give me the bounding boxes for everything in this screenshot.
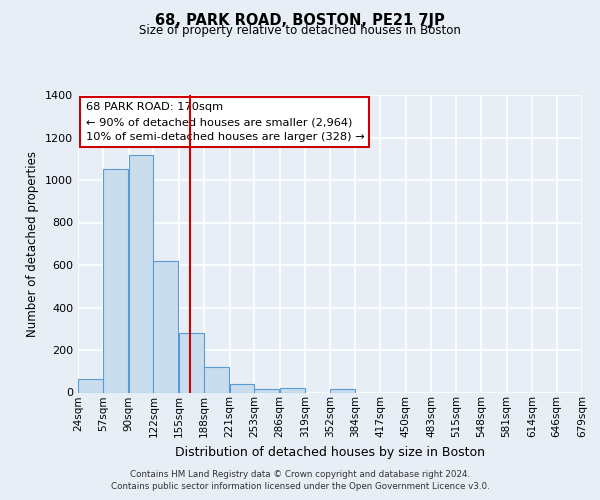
Bar bbox=[78, 378, 103, 392]
Bar bbox=[230, 384, 254, 392]
Bar bbox=[129, 154, 153, 392]
Bar bbox=[204, 367, 229, 392]
Bar bbox=[280, 388, 305, 392]
Bar bbox=[154, 261, 178, 392]
X-axis label: Distribution of detached houses by size in Boston: Distribution of detached houses by size … bbox=[175, 446, 485, 458]
Text: 68 PARK ROAD: 170sqm
← 90% of detached houses are smaller (2,964)
10% of semi-de: 68 PARK ROAD: 170sqm ← 90% of detached h… bbox=[86, 102, 364, 142]
Y-axis label: Number of detached properties: Number of detached properties bbox=[26, 151, 40, 337]
Bar bbox=[179, 333, 204, 392]
Text: Contains public sector information licensed under the Open Government Licence v3: Contains public sector information licen… bbox=[110, 482, 490, 491]
Text: 68, PARK ROAD, BOSTON, PE21 7JP: 68, PARK ROAD, BOSTON, PE21 7JP bbox=[155, 12, 445, 28]
Bar bbox=[103, 170, 128, 392]
Bar bbox=[254, 390, 279, 392]
Text: Contains HM Land Registry data © Crown copyright and database right 2024.: Contains HM Land Registry data © Crown c… bbox=[130, 470, 470, 479]
Bar bbox=[331, 390, 355, 392]
Text: Size of property relative to detached houses in Boston: Size of property relative to detached ho… bbox=[139, 24, 461, 37]
